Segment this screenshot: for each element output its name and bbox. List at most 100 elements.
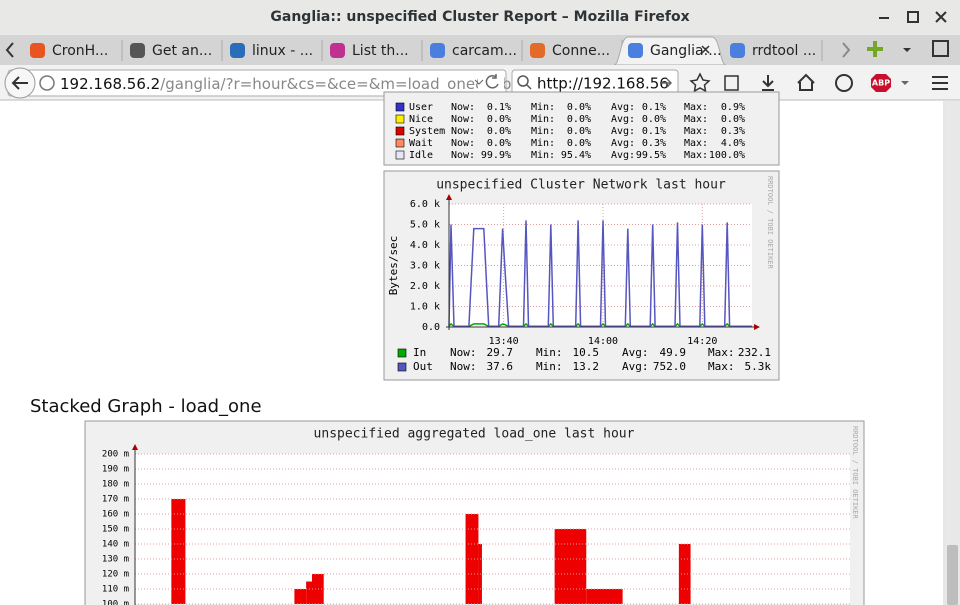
legend-swatch bbox=[395, 126, 405, 136]
stat-value: 0.0% bbox=[567, 126, 591, 137]
stat-label: Avg: bbox=[611, 114, 635, 125]
stat-label: Min: bbox=[531, 114, 555, 125]
stat-label: Max: bbox=[708, 346, 735, 359]
url-dropdown[interactable] bbox=[474, 79, 484, 85]
series-line bbox=[448, 220, 752, 327]
close-button[interactable] bbox=[935, 11, 947, 23]
legend-name: User bbox=[409, 102, 433, 113]
menu[interactable] bbox=[932, 76, 948, 90]
tab-icon bbox=[30, 43, 45, 58]
stat-value: 0.3% bbox=[642, 138, 666, 149]
tabs-scroll-right[interactable] bbox=[842, 42, 851, 58]
tab-label[interactable]: CronH... bbox=[52, 43, 108, 59]
search-go[interactable] bbox=[660, 78, 673, 88]
tab-icon bbox=[628, 43, 643, 58]
legend-swatch bbox=[397, 362, 407, 372]
tab-icon bbox=[530, 43, 545, 58]
tab-icon bbox=[730, 43, 745, 58]
scrollbar bbox=[945, 101, 960, 605]
tab-icon bbox=[130, 43, 145, 58]
stat-value: 0.1% bbox=[487, 102, 511, 113]
stat-label: Min: bbox=[531, 102, 555, 113]
stat-label: Max: bbox=[684, 126, 708, 137]
site-icon bbox=[39, 75, 55, 91]
stat-value: 0.0% bbox=[487, 138, 511, 149]
url-dropdown-bg bbox=[478, 72, 504, 94]
stat-label: Max: bbox=[684, 138, 708, 149]
tab-label[interactable]: List th... bbox=[352, 43, 409, 59]
y-tick-label: 100 m bbox=[102, 600, 129, 605]
new-tab[interactable] bbox=[867, 41, 883, 57]
social[interactable] bbox=[835, 74, 853, 92]
chart-title: unspecified aggregated load_one last hou… bbox=[314, 427, 635, 442]
x-axis-arrow bbox=[754, 324, 760, 330]
maximize-button[interactable] bbox=[907, 11, 919, 23]
search-text[interactable]: http://192.168.56 bbox=[537, 75, 669, 93]
stat-label: Avg: bbox=[611, 126, 635, 137]
stat-label: Avg: bbox=[622, 346, 649, 359]
url-host: 192.168.56.2 bbox=[60, 75, 160, 93]
adblock-badge[interactable] bbox=[871, 74, 891, 92]
tab-label[interactable]: rrdtool ... bbox=[752, 43, 816, 59]
search-glass-handle bbox=[526, 84, 532, 90]
stat-value: 5.3k bbox=[745, 360, 772, 373]
url-path: /ganglia/?r=hour&cs=&ce=&m=load_one&tab=… bbox=[160, 75, 531, 94]
watermark: RRDTOOL / TOBI OETIKER bbox=[766, 176, 774, 270]
chart-title: unspecified Cluster Network last hour bbox=[436, 178, 726, 193]
stat-label: Min: bbox=[531, 138, 555, 149]
watermark: RRDTOOL / TOBI OETIKER bbox=[851, 426, 859, 520]
stat-value: 0.0% bbox=[721, 114, 745, 125]
reload[interactable] bbox=[485, 74, 499, 89]
stat-value: 13.2 bbox=[573, 360, 600, 373]
adblock-dropdown[interactable] bbox=[901, 81, 909, 85]
y-axis-arrow bbox=[132, 444, 138, 450]
home[interactable] bbox=[797, 73, 815, 91]
stat-label: Avg: bbox=[611, 150, 635, 161]
stat-label: Min: bbox=[536, 360, 563, 373]
back-arrow bbox=[11, 76, 28, 90]
tab-icon bbox=[330, 43, 345, 58]
legend-swatch bbox=[395, 138, 405, 148]
y-tick-label: 170 m bbox=[102, 495, 129, 505]
stat-label: Now: bbox=[450, 360, 477, 373]
y-tick-label: 2.0 k bbox=[410, 281, 440, 292]
tab-label[interactable]: Conne... bbox=[552, 43, 610, 59]
url-text[interactable]: 192.168.56.2/ganglia/?r=hour&cs=&ce=&m=l… bbox=[60, 75, 531, 94]
legend-name: Idle bbox=[409, 150, 433, 161]
downloads[interactable] bbox=[762, 75, 774, 91]
y-tick-label: 120 m bbox=[102, 570, 129, 580]
tab-label[interactable]: carcam... bbox=[452, 43, 517, 59]
legend-swatch bbox=[395, 102, 405, 112]
reading-list[interactable] bbox=[724, 75, 739, 91]
tab-list[interactable] bbox=[903, 48, 911, 52]
tab-groups[interactable] bbox=[932, 40, 949, 57]
window-title: Ganglia:: unspecified Cluster Report – M… bbox=[270, 9, 689, 25]
tabs-scroll-left[interactable] bbox=[5, 42, 14, 58]
active-tab bbox=[613, 36, 727, 66]
stat-label: Min: bbox=[531, 150, 555, 161]
legend-swatch bbox=[395, 150, 405, 160]
stat-label: Max: bbox=[684, 114, 708, 125]
stat-value: 95.4% bbox=[561, 150, 591, 161]
stat-label: Now: bbox=[450, 346, 477, 359]
legend-name: System bbox=[409, 126, 445, 137]
y-tick-label: 150 m bbox=[102, 525, 129, 535]
area-step bbox=[171, 499, 186, 604]
legend-name: Out bbox=[413, 360, 433, 373]
y-tick-label: 180 m bbox=[102, 480, 129, 490]
stat-value: 752.0 bbox=[653, 360, 686, 373]
stat-label: Now: bbox=[451, 114, 475, 125]
y-tick-label: 200 m bbox=[102, 450, 129, 460]
tab-label[interactable]: Get an... bbox=[152, 43, 212, 59]
tab-label[interactable]: linux - ... bbox=[252, 43, 313, 59]
cpu-graph-box bbox=[383, 91, 780, 166]
bookmark-star[interactable] bbox=[689, 72, 711, 93]
scrollbar-thumb[interactable] bbox=[947, 545, 958, 605]
x-tick-label: 14:00 bbox=[588, 336, 618, 347]
tab-close[interactable] bbox=[701, 45, 710, 54]
stat-value: 0.3% bbox=[721, 126, 745, 137]
tab-label[interactable]: Ganglia:... bbox=[650, 43, 722, 59]
y-tick-label: 140 m bbox=[102, 540, 129, 550]
legend-name: Nice bbox=[409, 114, 433, 125]
